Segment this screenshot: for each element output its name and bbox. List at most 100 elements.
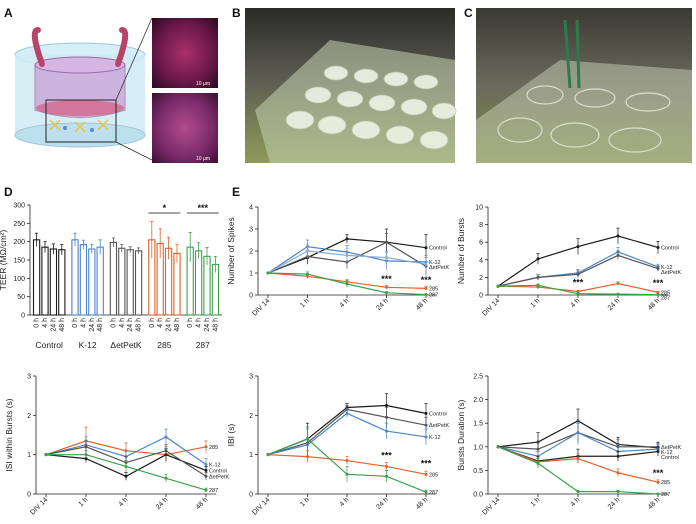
series-end-label: Control (429, 411, 447, 417)
group-label: Control (35, 340, 63, 350)
data-point (306, 249, 309, 253)
data-point (656, 450, 660, 454)
bar-time-label: 48 h (97, 318, 104, 332)
x-tick-label: 4 h (339, 297, 351, 309)
significance-label: *** (573, 277, 584, 287)
significance-label: *** (421, 275, 432, 285)
y-tick-label: 1 (249, 271, 253, 278)
series-end-label: 287 (661, 295, 670, 301)
data-point (656, 492, 660, 496)
chart-spikes: 0 1 2 3 4 Number of Spikes DIV 14 1 h 4 h 24 h 48 … (226, 205, 450, 318)
series-end-label: ΔetPetK (429, 423, 450, 429)
significance-label: * (163, 203, 167, 213)
data-point (536, 257, 540, 261)
y-tick-label: 150 (13, 258, 25, 265)
series-end-label: ΔetPetK (209, 474, 230, 480)
significance-label: *** (381, 274, 392, 284)
bar-time-label: 0 h (34, 318, 41, 328)
bar (32, 239, 41, 316)
x-tick-label: DIV 14 (481, 496, 501, 516)
data-point (345, 253, 349, 257)
series-end-label: Control (661, 455, 679, 461)
series-end-label: 287 (429, 490, 438, 496)
series-end-label: ΔetPetK (429, 265, 450, 271)
scale-bar-label: 10 µm (196, 81, 210, 87)
x-tick-label: 1 h (530, 297, 542, 309)
data-point (576, 289, 580, 293)
data-point (345, 282, 349, 286)
data-point (204, 445, 208, 449)
data-point (576, 431, 580, 435)
bar (79, 244, 88, 316)
bar (88, 248, 96, 316)
x-tick-label: DIV 14 (251, 297, 271, 317)
series-end-label: 285 (661, 480, 670, 486)
chart-isi: 0 1 2 3 ISI within Bursts (s) DIV 14 1 h 4 h 24 … (4, 374, 230, 517)
bar-time-label: 0 h (72, 318, 79, 328)
data-point (656, 293, 660, 297)
series-line (267, 438, 427, 493)
y-tick-label: 2 (249, 249, 253, 256)
bar-time-label: 0 h (110, 318, 117, 328)
data-point (385, 240, 388, 244)
significance-label: *** (653, 278, 664, 288)
y-tick-label: 300 (13, 203, 25, 210)
y-tick-label: 250 (13, 221, 25, 228)
bar (194, 250, 203, 316)
data-point (266, 453, 270, 457)
bar-time-label: 24 h (89, 318, 96, 332)
y-tick-label: 1 (249, 452, 253, 459)
y-axis-label: Number of Bursts (456, 218, 466, 284)
bar-time-label: 24 h (166, 318, 173, 332)
y-tick-label: 3 (249, 227, 253, 234)
x-tick-label: 48 h (647, 297, 662, 312)
bar (134, 250, 143, 316)
group-label: K-12 (79, 340, 97, 350)
data-point (345, 472, 349, 476)
y-tick-label: 2 (479, 275, 483, 282)
series-end-label: K-12 (209, 463, 221, 469)
series-end-label: Control (661, 245, 679, 251)
series-line (267, 412, 427, 456)
data-point (656, 267, 660, 271)
data-point (204, 488, 208, 492)
panel-label-b: B (232, 6, 241, 20)
series-end-label: 285 (429, 472, 438, 478)
data-point (345, 459, 349, 463)
data-point (424, 286, 428, 290)
photo-well-plate (245, 8, 457, 163)
data-point (385, 256, 388, 260)
y-tick-label: 6 (479, 240, 483, 247)
series-end-label: ΔetPetK (661, 445, 682, 451)
x-tick-label: DIV 14 (481, 297, 501, 317)
data-point (204, 474, 208, 478)
data-point (385, 291, 388, 295)
series-end-label: Control (429, 246, 447, 252)
data-point (204, 468, 208, 472)
x-tick-label: 48 h (195, 496, 210, 511)
data-point (656, 245, 660, 249)
data-point (424, 435, 428, 439)
data-point (536, 275, 540, 279)
data-point (306, 272, 309, 276)
panel-label-d: D (4, 185, 13, 199)
data-point (576, 490, 580, 494)
bar (41, 246, 49, 316)
series-end-label: 285 (429, 286, 438, 292)
x-tick-label: 1 h (299, 496, 311, 508)
significance-label: *** (198, 203, 209, 213)
y-tick-label: 2 (27, 413, 31, 420)
x-tick-label: DIV 14 (251, 496, 271, 516)
data-point (124, 474, 128, 478)
significance-label: *** (421, 458, 432, 468)
data-point (424, 472, 428, 476)
bar-time-label: 48 h (136, 318, 143, 332)
y-tick-label: 0 (479, 293, 483, 300)
y-tick-label: 3 (249, 374, 253, 381)
y-tick-label: 4 (479, 257, 483, 264)
data-point (576, 272, 580, 276)
data-point (616, 471, 620, 475)
y-tick-label: 0 (21, 313, 25, 320)
x-tick-label: 48 h (647, 496, 662, 511)
